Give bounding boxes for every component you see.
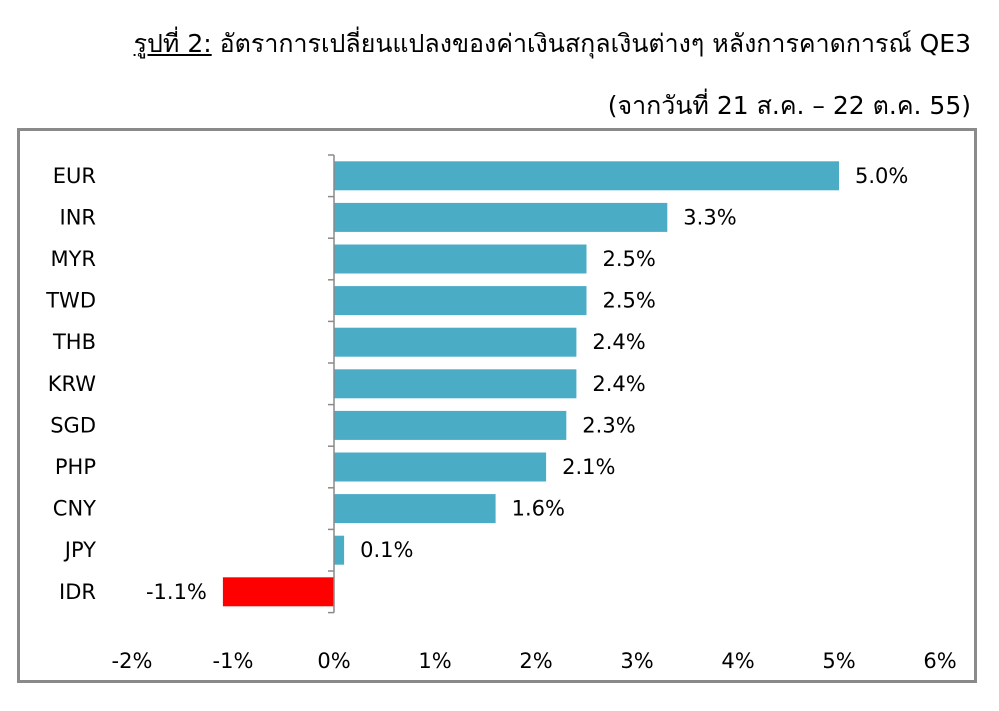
bar-myr: [334, 244, 587, 274]
data-label: 2.5%: [603, 289, 656, 313]
category-label: EUR: [53, 164, 96, 188]
category-label: CNY: [53, 497, 96, 521]
category-label: JPY: [63, 538, 96, 562]
x-tick-label: 0%: [317, 649, 350, 673]
chart-subtitle: (จากวันที่ 21 ส.ค. – 22 ต.ค. 55): [607, 91, 971, 120]
category-label: MYR: [50, 247, 96, 271]
bar-inr: [334, 202, 668, 232]
x-tick-label: 3%: [620, 649, 653, 673]
bar-krw: [334, 369, 577, 399]
x-tick-label: 5%: [822, 649, 855, 673]
data-label: 0.1%: [360, 538, 413, 562]
x-tick-label: 1%: [418, 649, 451, 673]
x-tick-label: 4%: [721, 649, 754, 673]
figure-number: รูปที่ 2:: [133, 29, 212, 58]
data-label: 1.6%: [512, 497, 565, 521]
x-tick-label: 2%: [519, 649, 552, 673]
chart-title: รูปที่ 2: อัตราการเปลี่ยนแปลงของค่าเงินส…: [134, 24, 971, 64]
category-label: THB: [52, 330, 96, 354]
bar-php: [334, 452, 547, 482]
bar-eur: [334, 161, 839, 191]
bar-idr: [222, 577, 334, 607]
data-label: 5.0%: [855, 164, 908, 188]
data-label: -1.1%: [146, 580, 207, 604]
data-label: 3.3%: [683, 205, 736, 229]
data-label: 2.4%: [592, 372, 645, 396]
bar-twd: [334, 286, 587, 316]
category-label: KRW: [48, 372, 97, 396]
category-label: TWD: [45, 289, 96, 313]
data-label: 2.3%: [582, 413, 635, 437]
category-label: INR: [60, 205, 97, 229]
category-label: PHP: [55, 455, 96, 479]
data-label: 2.4%: [592, 330, 645, 354]
data-label: 2.1%: [562, 455, 615, 479]
title-text: อัตราการเปลี่ยนแปลงของค่าเงินสกุลเงินต่า…: [219, 29, 971, 58]
bar-cny: [334, 494, 496, 524]
bar-chart: EUR 5.0% INR 3.3% MYR 2.5% TWD 2.5% THB 2.4% KRW 2.…: [45, 154, 957, 673]
category-label: SGD: [50, 413, 96, 437]
bar-jpy: [334, 535, 345, 565]
x-tick-label: -1%: [213, 649, 254, 673]
bar-sgd: [334, 410, 567, 440]
category-label: IDR: [59, 580, 96, 604]
chart-frame: EUR 5.0% INR 3.3% MYR 2.5% TWD 2.5% THB 2.4% KRW 2.…: [17, 128, 977, 683]
data-label: 2.5%: [603, 247, 656, 271]
bar-thb: [334, 327, 577, 357]
x-tick-label: 6%: [923, 649, 956, 673]
x-tick-label: -2%: [112, 649, 153, 673]
